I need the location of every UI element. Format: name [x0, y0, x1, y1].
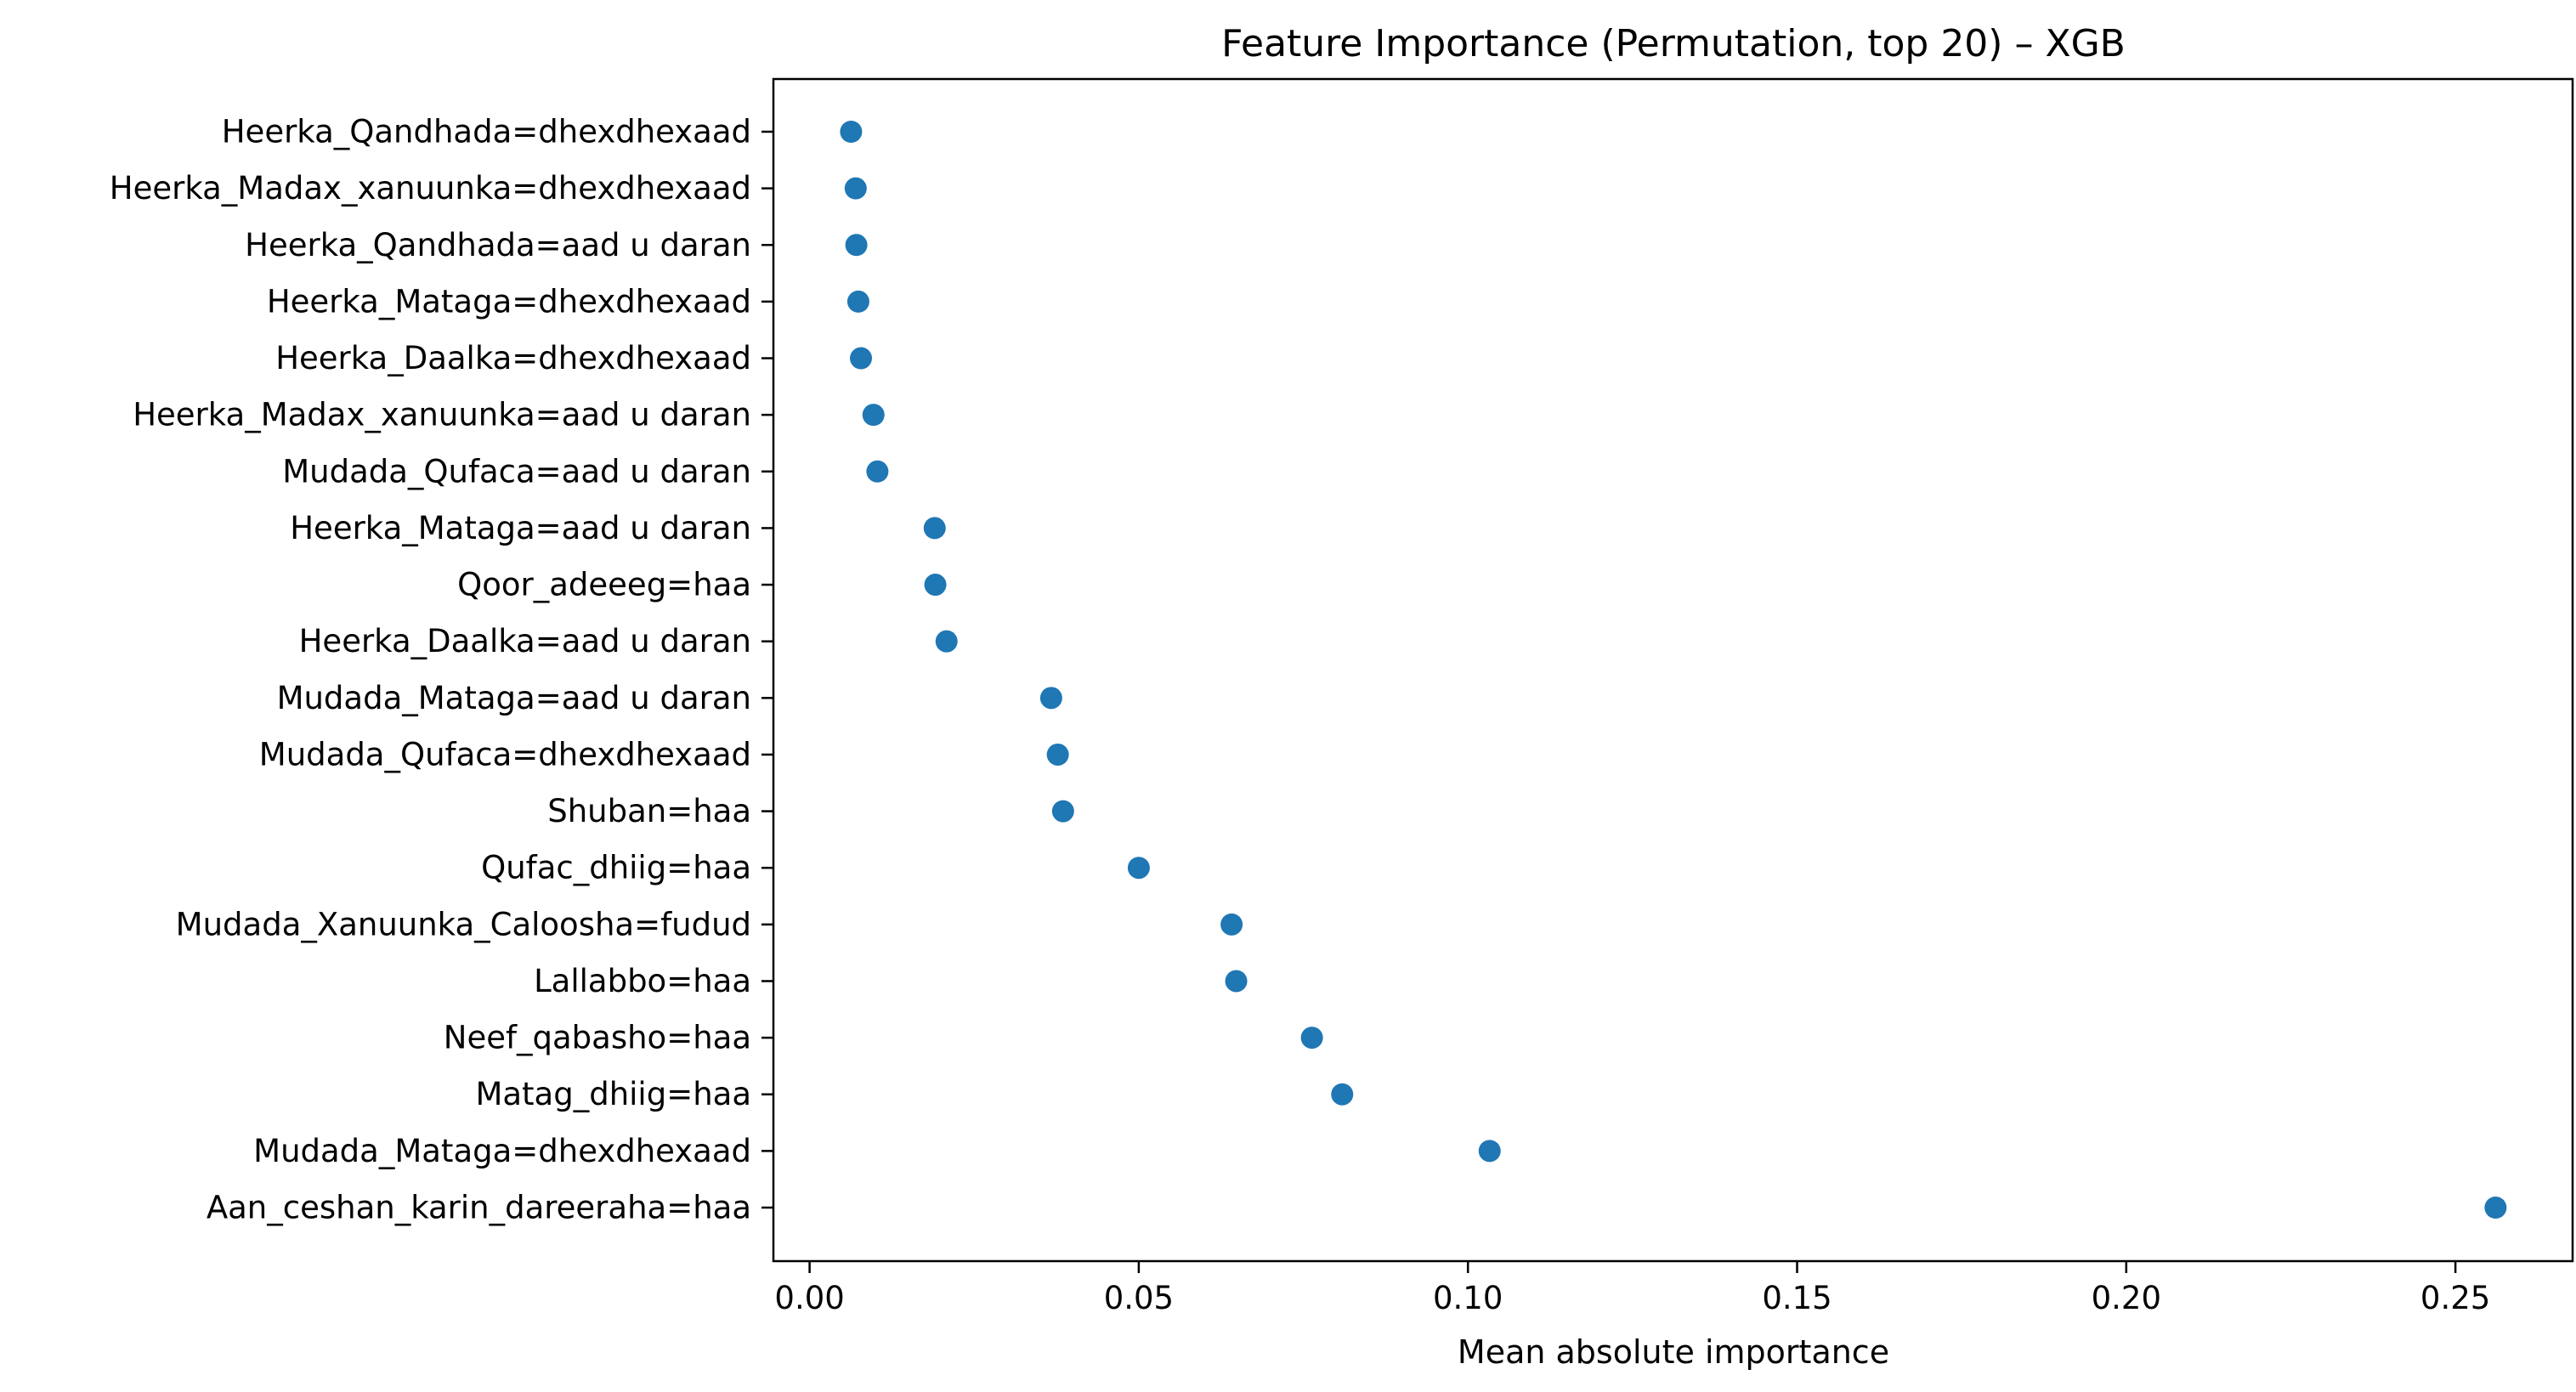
data-point — [862, 404, 885, 427]
y-tick-label: Heerka_Mataga=dhexdhexaad — [267, 283, 751, 320]
y-tick-label: Aan_ceshan_karin_dareeraha=haa — [207, 1190, 751, 1226]
x-tick-label: 0.25 — [2420, 1280, 2490, 1316]
y-tick-label: Heerka_Mataga=aad u daran — [290, 510, 751, 546]
y-tick-label: Shuban=haa — [547, 793, 751, 829]
y-tick-label: Heerka_Daalka=aad u daran — [299, 623, 751, 659]
x-tick-label: 0.05 — [1104, 1280, 1174, 1316]
y-tick-label: Mudada_Qufaca=aad u daran — [282, 453, 751, 489]
y-tick-label: Heerka_Qandhada=dhexdhexaad — [222, 114, 751, 150]
data-point — [1300, 1027, 1323, 1050]
x-tick-label: 0.00 — [774, 1280, 844, 1316]
data-point — [1478, 1140, 1501, 1163]
y-tick-label: Qoor_adeeeg=haa — [457, 567, 751, 603]
y-tick-label: Heerka_Madax_xanuunka=dhexdhexaad — [110, 170, 751, 207]
data-point — [1051, 800, 1074, 823]
x-axis-label: Mean absolute importance — [1458, 1333, 1889, 1371]
y-tick-label: Mudada_Xanuunka_Caloosha=fudud — [176, 906, 751, 942]
x-tick-label: 0.15 — [1762, 1280, 1832, 1316]
data-point — [923, 517, 946, 540]
y-tick-label: Heerka_Qandhada=aad u daran — [245, 227, 751, 263]
data-point — [1046, 743, 1069, 766]
data-point — [840, 121, 863, 143]
x-axis: 0.00 0.05 0.10 0.15 0.20 0.25 — [774, 1261, 2490, 1316]
data-point — [1220, 913, 1243, 936]
y-tick-label: Lallabbo=haa — [534, 963, 751, 999]
y-axis: Heerka_Qandhada=dhexdhexaad Heerka_Madax_… — [110, 114, 773, 1226]
data-point — [844, 177, 867, 200]
data-point — [2484, 1197, 2507, 1219]
y-tick-label: Mudada_Mataga=aad u daran — [277, 680, 751, 716]
chart-title: Feature Importance (Permutation, top 20)… — [1221, 22, 2126, 65]
data-point — [924, 574, 947, 597]
data-point — [850, 347, 873, 370]
data-point — [846, 290, 869, 313]
data-point — [1225, 970, 1248, 993]
x-tick-label: 0.20 — [2092, 1280, 2161, 1316]
y-tick-label: Matag_dhiig=haa — [475, 1076, 751, 1112]
y-tick-label: Mudada_Mataga=dhexdhexaad — [253, 1133, 751, 1169]
y-tick-label: Qufac_dhiig=haa — [481, 850, 751, 886]
y-tick-label: Heerka_Madax_xanuunka=aad u daran — [133, 397, 751, 433]
x-tick-label: 0.10 — [1433, 1280, 1503, 1316]
data-point — [1039, 687, 1062, 710]
y-tick-label: Neef_qabasho=haa — [444, 1020, 751, 1056]
y-tick-label: Heerka_Daalka=dhexdhexaad — [275, 340, 751, 376]
data-point — [1331, 1083, 1354, 1106]
data-point — [935, 630, 958, 653]
data-points — [840, 121, 2507, 1219]
y-tick-label: Mudada_Qufaca=dhexdhexaad — [259, 736, 751, 772]
data-point — [845, 234, 868, 257]
data-point — [1127, 857, 1150, 880]
data-point — [866, 460, 889, 483]
plot-area-frame — [772, 77, 2574, 1263]
